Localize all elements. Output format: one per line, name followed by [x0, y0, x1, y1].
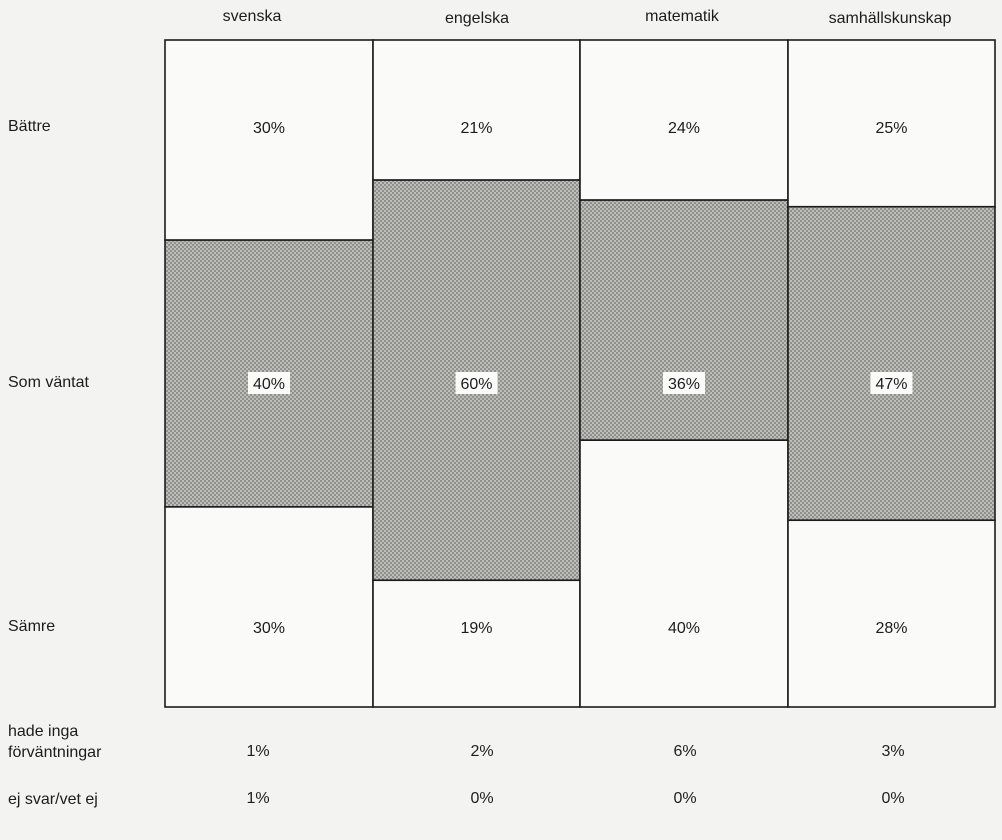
label-backdrop: [663, 372, 705, 394]
bar-segment-s-mre-0: [164, 506, 374, 708]
column-header: samhällskunskap: [828, 10, 952, 27]
footer-value: 0%: [470, 790, 494, 807]
footer-row-label: hade inga: [8, 723, 79, 740]
label-backdrop: [248, 372, 290, 394]
footer-value: 1%: [246, 790, 270, 807]
footer-value: 0%: [881, 790, 905, 807]
bar-segments: [164, 39, 996, 708]
data-label-som-v-ntat-0: 40%: [253, 376, 285, 393]
label-backdrop: [870, 372, 913, 394]
data-label-s-mre-2: 40%: [668, 620, 700, 637]
bar-segment-som-v-ntat-3: [787, 205, 996, 522]
footer-value: 1%: [246, 743, 270, 760]
data-label-s-mre-3: 28%: [875, 620, 907, 637]
footer-row-label: ej svar/vet ej: [8, 791, 98, 808]
column-header: engelska: [444, 10, 510, 27]
footer-value: 6%: [673, 743, 697, 760]
data-label-som-v-ntat-2: 36%: [668, 376, 700, 393]
bar-segment-s-mre-2: [579, 439, 789, 708]
bar-segment-s-mre-3: [787, 519, 996, 708]
label-backdrop: [455, 372, 498, 394]
data-label-b-ttre-3: 25%: [875, 120, 907, 137]
footer-value: 3%: [881, 743, 905, 760]
bar-segment-b-ttre-3: [787, 39, 996, 208]
column-header: matematik: [645, 8, 719, 25]
data-label-b-ttre-0: 30%: [253, 120, 285, 137]
segment-labels: 30% 40% 30% 21% 60% 19% 24% 36% 40% 25% 47% 28%: [248, 120, 913, 637]
data-label-som-v-ntat-3: 47%: [875, 376, 907, 393]
bar-segment-b-ttre-1: [372, 39, 581, 181]
data-label-som-v-ntat-1: 60%: [460, 376, 492, 393]
data-label-s-mre-0: 30%: [253, 620, 285, 637]
footer-value: 0%: [673, 790, 697, 807]
bar-segment-b-ttre-0: [164, 39, 374, 241]
data-label-b-ttre-2: 24%: [668, 120, 700, 137]
column-header: svenska: [222, 8, 282, 25]
row-label: Som väntat: [8, 374, 89, 391]
row-label: Bättre: [8, 118, 51, 135]
footer-value: 2%: [470, 743, 494, 760]
footer-row-label: förväntningar: [8, 744, 102, 761]
row-label: Sämre: [8, 618, 56, 635]
bar-segment-s-mre-1: [372, 579, 581, 708]
bar-segment-som-v-ntat-2: [579, 199, 789, 441]
data-label-b-ttre-1: 21%: [460, 120, 492, 137]
data-label-s-mre-1: 19%: [460, 620, 492, 637]
